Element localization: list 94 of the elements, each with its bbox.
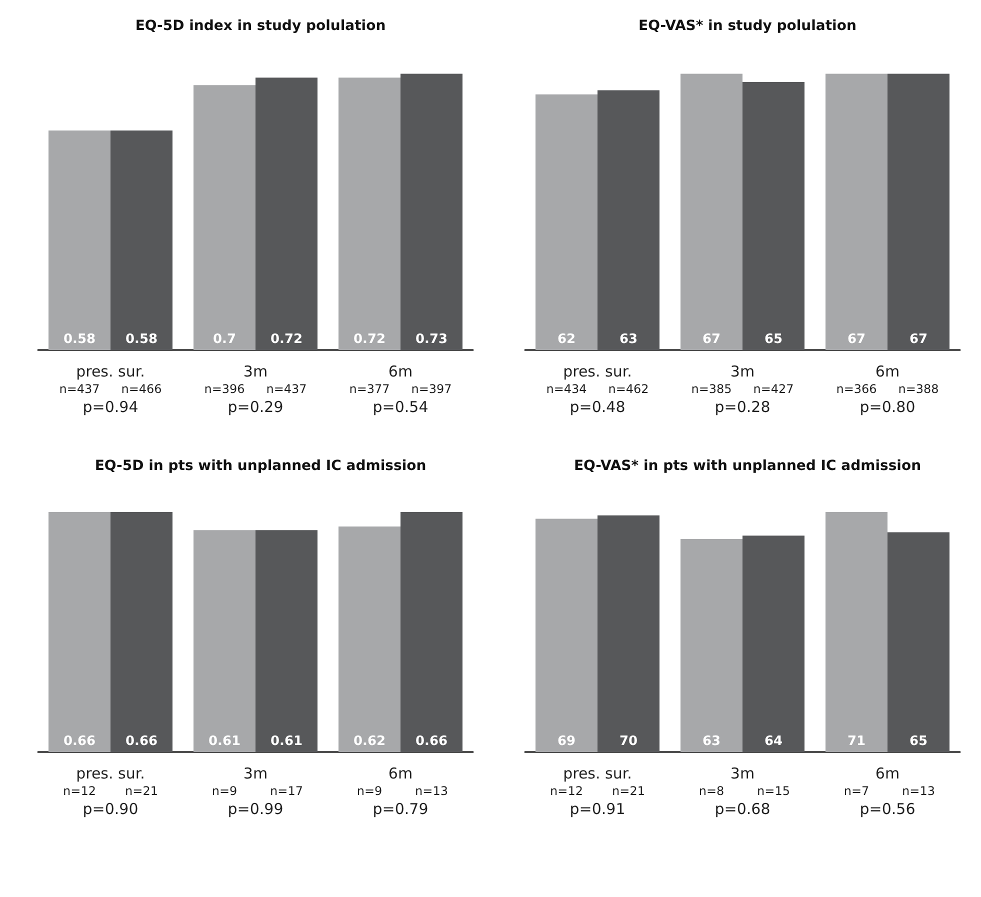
bar xyxy=(338,78,400,350)
chart-title: EQ-5D index in study polulation xyxy=(135,18,386,34)
data-label: 70 xyxy=(619,734,638,749)
data-label: 71 xyxy=(847,734,866,749)
text: n=397 xyxy=(411,382,452,396)
x-tick-label: 3m xyxy=(243,362,268,380)
bar xyxy=(826,512,888,752)
text: n=15 xyxy=(757,784,790,798)
data-label: 0.61 xyxy=(270,734,303,749)
text: n=13 xyxy=(902,784,935,798)
chart-title: EQ-VAS* in study polulation xyxy=(638,18,856,34)
data-label: 0.7 xyxy=(212,332,236,347)
data-label: 0.61 xyxy=(208,734,241,749)
bar xyxy=(680,74,742,350)
bar xyxy=(400,74,462,350)
text: p=0.68 xyxy=(714,800,770,818)
bar xyxy=(110,130,172,350)
text: n=13 xyxy=(415,784,448,798)
x-tick-label: 6m xyxy=(388,362,413,380)
text: n=9 xyxy=(212,784,238,798)
data-label: 0.66 xyxy=(415,734,448,749)
x-tick-label: 3m xyxy=(730,764,755,782)
text: p=0.91 xyxy=(570,800,626,818)
data-label: 65 xyxy=(909,734,928,749)
text: n=377 xyxy=(349,382,390,396)
bar xyxy=(680,539,742,752)
bar xyxy=(826,74,888,350)
bar xyxy=(256,78,318,350)
data-label: 62 xyxy=(557,332,576,347)
data-label: 0.66 xyxy=(63,734,96,749)
data-label: 0.62 xyxy=(353,734,386,749)
text: n=21 xyxy=(612,784,645,798)
text: n=12 xyxy=(63,784,96,798)
chart-title: EQ-VAS* in pts with unplanned IC admission xyxy=(574,458,922,474)
text: n=385 xyxy=(691,382,732,396)
text: n=8 xyxy=(698,784,724,798)
bar xyxy=(888,74,950,350)
text: p=0.29 xyxy=(228,398,284,416)
text: n=462 xyxy=(608,382,649,396)
x-tick-label: pres. sur. xyxy=(76,764,145,782)
bar xyxy=(742,82,804,350)
data-label: 0.73 xyxy=(415,332,448,347)
data-label: 0.72 xyxy=(270,332,303,347)
text: n=17 xyxy=(270,784,303,798)
data-label: 0.72 xyxy=(353,332,386,347)
x-tick-label: 6m xyxy=(388,764,413,782)
data-label: 67 xyxy=(909,332,928,347)
text: p=0.80 xyxy=(860,398,916,416)
data-label: 64 xyxy=(764,734,783,749)
text: p=0.54 xyxy=(372,398,428,416)
data-label: 69 xyxy=(557,734,576,749)
data-label: 65 xyxy=(764,332,783,347)
x-tick-label: pres. sur. xyxy=(563,362,632,380)
bar xyxy=(888,532,950,752)
text: n=366 xyxy=(836,382,877,396)
text: n=437 xyxy=(59,382,100,396)
x-tick-label: 3m xyxy=(243,764,268,782)
text: n=466 xyxy=(121,382,162,396)
bar xyxy=(598,515,660,752)
text: n=9 xyxy=(356,784,382,798)
x-tick-label: 3m xyxy=(730,362,755,380)
data-label: 63 xyxy=(702,734,721,749)
bar xyxy=(194,85,256,350)
data-label: 67 xyxy=(847,332,866,347)
text: n=388 xyxy=(898,382,939,396)
bar xyxy=(598,90,660,350)
data-label: 67 xyxy=(702,332,721,347)
bar xyxy=(742,536,804,752)
data-label: 0.66 xyxy=(125,734,158,749)
text: p=0.48 xyxy=(570,398,626,416)
bar xyxy=(536,518,598,752)
text: n=12 xyxy=(550,784,583,798)
data-label: 63 xyxy=(619,332,638,347)
text: p=0.90 xyxy=(82,800,138,818)
x-tick-label: 6m xyxy=(875,764,900,782)
text: p=0.56 xyxy=(860,800,916,818)
bar xyxy=(48,130,110,350)
text: n=434 xyxy=(546,382,587,396)
bar xyxy=(536,94,598,350)
text: n=427 xyxy=(753,382,794,396)
text: p=0.28 xyxy=(714,398,770,416)
text: n=396 xyxy=(204,382,245,396)
text: n=21 xyxy=(125,784,158,798)
x-tick-label: pres. sur. xyxy=(76,362,145,380)
chart-title: EQ-5D in pts with unplanned IC admission xyxy=(94,458,426,474)
x-tick-label: pres. sur. xyxy=(563,764,632,782)
text: p=0.94 xyxy=(82,398,138,416)
text: p=0.99 xyxy=(228,800,284,818)
text: n=7 xyxy=(844,784,870,798)
x-tick-label: 6m xyxy=(875,362,900,380)
text: n=437 xyxy=(266,382,307,396)
data-label: 0.58 xyxy=(125,332,158,347)
data-label: 0.58 xyxy=(63,332,96,347)
text: p=0.79 xyxy=(372,800,428,818)
